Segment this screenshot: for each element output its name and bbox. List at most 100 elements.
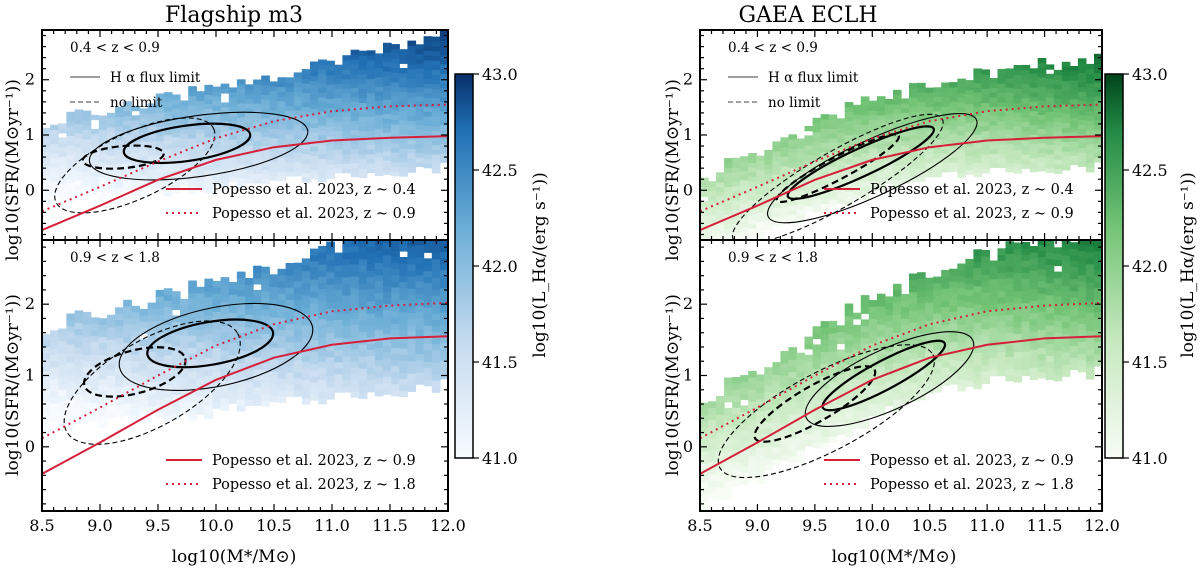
heatmap-cell (989, 290, 998, 298)
heatmap-cell (269, 119, 279, 125)
heatmap-cell (724, 209, 733, 216)
heatmap-cell (423, 116, 433, 122)
heatmap-cell (1045, 144, 1055, 150)
heatmap-cell (50, 348, 59, 356)
heatmap-cell (58, 142, 67, 148)
heatmap-cell (66, 125, 76, 132)
heatmap-cell (748, 461, 757, 469)
heatmap-cell (318, 373, 327, 380)
heatmap-cell (901, 136, 910, 142)
heatmap-cell (358, 93, 368, 99)
heatmap-cell (981, 158, 990, 164)
heatmap-cell (399, 281, 408, 288)
heatmap-cell (981, 163, 990, 169)
heatmap-cell (58, 151, 67, 157)
heatmap-cell (74, 147, 84, 153)
heatmap-cell (350, 312, 360, 319)
heatmap-cell (876, 317, 886, 325)
heatmap-cell (391, 100, 400, 106)
heatmap-cell (876, 185, 886, 191)
colorbar-tick-label: 43.0 (1132, 65, 1168, 84)
heatmap-cell (917, 363, 926, 370)
heatmap-cell (115, 121, 124, 127)
heatmap-cell (399, 329, 408, 337)
heatmap-cell (374, 76, 384, 83)
heatmap-cell (212, 114, 222, 120)
heatmap-cell (812, 207, 822, 213)
heatmap-cell (997, 134, 1007, 140)
heatmap-cell (163, 190, 173, 197)
heatmap-cell (245, 296, 254, 303)
heatmap-cell (212, 335, 222, 343)
heatmap-cell (748, 190, 757, 196)
heatmap-cell (997, 125, 1007, 131)
heatmap-cell (1005, 362, 1015, 370)
heatmap-cell (220, 177, 230, 183)
heatmap-cell (989, 369, 998, 377)
heatmap-cell (700, 487, 709, 495)
heatmap-cell (391, 171, 400, 177)
heatmap-cell (1053, 314, 1063, 321)
heatmap-cell (748, 195, 757, 201)
heatmap-cell (796, 437, 806, 445)
heatmap-cell (893, 386, 902, 394)
heatmap-cell (949, 268, 958, 276)
heatmap-cell (868, 306, 878, 313)
heatmap-cell (957, 299, 966, 307)
heatmap-cell (310, 278, 319, 286)
heatmap-cell (277, 124, 287, 130)
heatmap-cell (828, 137, 838, 144)
heatmap-cell (820, 128, 830, 134)
heatmap-cell (139, 169, 149, 175)
heatmap-cell (66, 163, 76, 169)
heatmap-cell (1029, 87, 1039, 93)
heatmap-cell (708, 223, 717, 229)
heatmap-cell (366, 385, 376, 393)
heatmap-cell (989, 315, 998, 322)
heatmap-cell (1077, 67, 1087, 73)
heatmap-cell (358, 349, 368, 357)
heatmap-cell (1053, 121, 1063, 127)
heatmap-cell (820, 133, 830, 139)
heatmap-cell (318, 355, 327, 362)
heatmap-cell (350, 115, 360, 121)
heatmap-cell (917, 153, 926, 159)
heatmap-cell (115, 125, 124, 132)
heatmap-cell (277, 171, 287, 177)
heatmap-cell (180, 317, 189, 324)
heatmap-cell (901, 140, 910, 146)
heatmap-cell (1005, 87, 1015, 93)
heatmap-cell (1069, 314, 1079, 322)
series-line (700, 103, 1102, 213)
heatmap-cell (310, 146, 319, 152)
heatmap-cell (236, 126, 246, 132)
heatmap-cell (756, 398, 765, 406)
heatmap-cell (860, 319, 870, 327)
heatmap-cell (893, 179, 902, 185)
heatmap-cell (439, 293, 448, 301)
heatmap-cell (350, 269, 360, 277)
heatmap-cell (58, 395, 67, 402)
heatmap-cell (981, 377, 990, 384)
heatmap-cell (374, 109, 384, 116)
heatmap-cell (965, 307, 974, 315)
heatmap-cell (860, 129, 870, 135)
heatmap-cell (1053, 154, 1063, 160)
heatmap-cell (407, 129, 417, 136)
heatmap-cell (700, 433, 709, 440)
heatmap-cell (933, 294, 942, 302)
heatmap-cell (407, 342, 417, 350)
heatmap-cell (326, 259, 335, 267)
heatmap-cell (1061, 358, 1071, 365)
heatmap-cell (374, 329, 384, 336)
heatmap-cell (326, 121, 335, 128)
heatmap-cell (1094, 72, 1102, 78)
heatmap-cell (139, 117, 149, 123)
heatmap-cell (796, 419, 806, 427)
heatmap-cell (836, 373, 846, 381)
heatmap-cell (50, 409, 59, 416)
heatmap-cell (860, 180, 870, 187)
heatmap-cell (981, 125, 990, 132)
heatmap-cell (868, 385, 878, 392)
heatmap-cell (228, 360, 238, 368)
